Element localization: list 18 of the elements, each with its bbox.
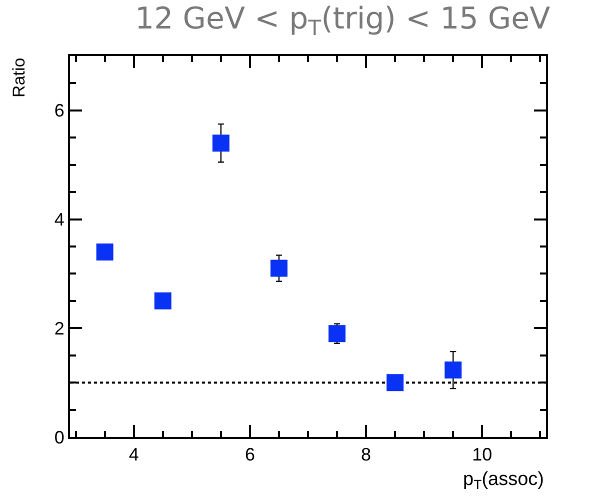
point (96, 243, 114, 260)
y-tick-label: 2 (54, 318, 64, 338)
chart-title: 12 GeV < p$_{T}$(trig) < 15 GeV (135, 1, 551, 40)
x-tick-label: 6 (244, 444, 255, 465)
x-tick-label: 10 (472, 444, 492, 465)
point (386, 374, 404, 392)
point (154, 292, 172, 310)
x-tick-label: 8 (361, 444, 372, 465)
y-tick-label: 6 (54, 100, 64, 121)
point (270, 260, 288, 277)
y-tick-label: 0 (54, 427, 64, 448)
x-axis-title: p$_{T}$(assoc) (463, 469, 544, 492)
point (328, 325, 346, 342)
x-tick-label: 4 (128, 444, 139, 465)
point (444, 362, 462, 379)
point (212, 134, 230, 152)
y-tick-label: 4 (54, 210, 64, 230)
y-axis-title: Ratio (10, 58, 28, 98)
